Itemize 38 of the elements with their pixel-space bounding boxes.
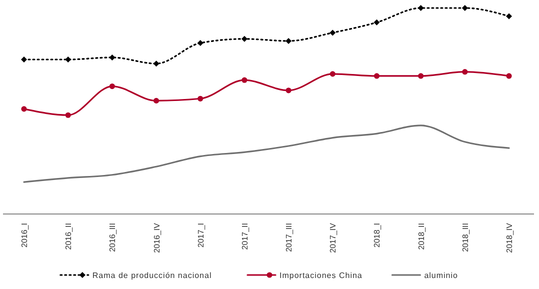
point: [506, 73, 512, 79]
legend-label: Importaciones China: [280, 271, 362, 280]
x-tick-label: 2017_II: [240, 223, 250, 250]
point: [462, 69, 468, 75]
point: [153, 98, 160, 104]
point: [197, 40, 204, 46]
x-tick-label: 2018_I: [372, 223, 382, 248]
point: [330, 71, 336, 77]
point: [242, 77, 248, 83]
x-tick-label: 2018_II: [416, 223, 426, 250]
point: [21, 56, 27, 62]
point: [198, 96, 204, 102]
point: [374, 73, 380, 79]
point: [286, 88, 292, 94]
x-tick-label: 2016_III: [108, 223, 118, 252]
x-tick-label: 2018_III: [460, 223, 470, 252]
x-tick-label: 2017_IV: [328, 222, 338, 253]
point: [374, 19, 380, 26]
point: [241, 36, 248, 42]
legend-label: Rama de producción nacional: [92, 271, 212, 280]
x-tick-label: 2017_III: [284, 223, 294, 252]
point: [65, 112, 71, 118]
point: [418, 73, 424, 79]
point: [286, 38, 292, 44]
x-tick-label: 2018_IV: [505, 222, 514, 253]
point: [462, 5, 468, 11]
x-tick-label: 2016_I: [20, 223, 29, 248]
point: [153, 60, 160, 67]
x-tick-label: 2017_I: [196, 223, 206, 248]
point: [330, 30, 336, 36]
point: [21, 106, 27, 112]
point: [109, 83, 115, 90]
point: [418, 5, 424, 11]
point: [109, 54, 116, 60]
x-tick-label: 2016_II: [64, 223, 74, 250]
point: [506, 13, 512, 20]
legend-label: aluminio: [424, 271, 458, 280]
x-tick-label: 2016_IV: [152, 222, 162, 253]
